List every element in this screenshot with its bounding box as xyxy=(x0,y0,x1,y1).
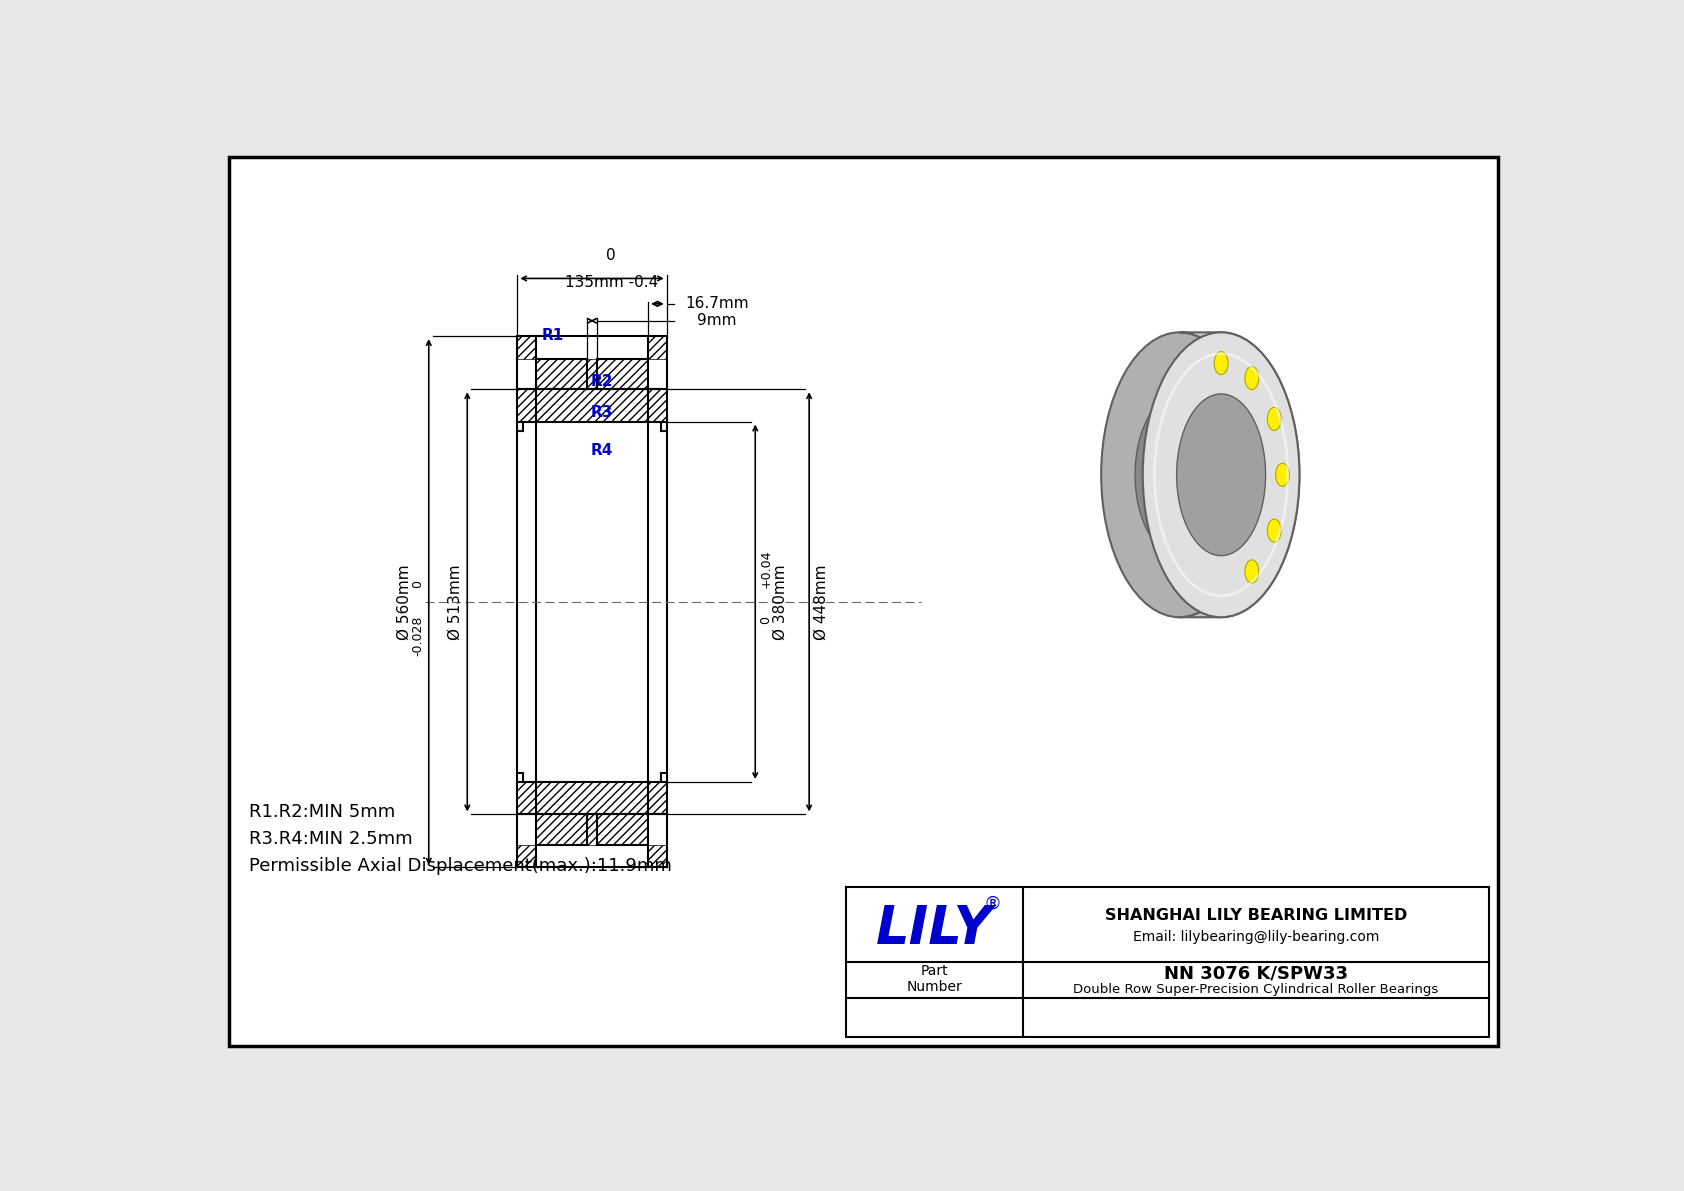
Polygon shape xyxy=(536,358,588,389)
Ellipse shape xyxy=(1244,367,1258,389)
Text: Ø 380mm: Ø 380mm xyxy=(773,565,788,640)
Text: 0: 0 xyxy=(411,580,424,588)
Polygon shape xyxy=(1179,332,1300,617)
Text: 16.7mm: 16.7mm xyxy=(685,297,749,311)
Polygon shape xyxy=(517,846,536,867)
Text: R2: R2 xyxy=(591,374,613,389)
Polygon shape xyxy=(588,358,596,389)
Text: R1.R2:MIN 5mm: R1.R2:MIN 5mm xyxy=(249,803,396,822)
Ellipse shape xyxy=(1101,332,1258,617)
Polygon shape xyxy=(1179,394,1266,556)
Text: R4: R4 xyxy=(591,443,613,459)
Text: +0.04: +0.04 xyxy=(759,549,773,588)
Text: ®: ® xyxy=(983,894,1002,912)
Polygon shape xyxy=(588,815,596,846)
Text: Permissible Axial Displacement(max.):11.9mm: Permissible Axial Displacement(max.):11.… xyxy=(249,858,672,875)
Ellipse shape xyxy=(1268,519,1282,542)
Bar xyxy=(845,887,1489,1037)
Polygon shape xyxy=(596,358,648,389)
Text: Part
Number: Part Number xyxy=(906,964,963,994)
Text: R3.R4:MIN 2.5mm: R3.R4:MIN 2.5mm xyxy=(249,830,413,848)
Text: 135mm -0.4: 135mm -0.4 xyxy=(564,275,658,289)
Polygon shape xyxy=(517,389,667,422)
Text: 9mm: 9mm xyxy=(697,313,736,329)
Polygon shape xyxy=(648,846,667,867)
Text: Double Row Super-Precision Cylindrical Roller Bearings: Double Row Super-Precision Cylindrical R… xyxy=(1073,983,1438,996)
Polygon shape xyxy=(536,815,588,846)
Text: -0.028: -0.028 xyxy=(411,616,424,656)
Text: R3: R3 xyxy=(591,405,613,420)
Polygon shape xyxy=(517,336,536,358)
Text: SHANGHAI LILY BEARING LIMITED: SHANGHAI LILY BEARING LIMITED xyxy=(1105,909,1406,923)
Ellipse shape xyxy=(1275,463,1290,486)
Ellipse shape xyxy=(1177,394,1266,556)
Ellipse shape xyxy=(1143,332,1300,617)
Ellipse shape xyxy=(1268,407,1282,430)
Ellipse shape xyxy=(1214,351,1228,375)
Text: LILY: LILY xyxy=(876,903,994,955)
Text: NN 3076 K/SPW33: NN 3076 K/SPW33 xyxy=(1164,965,1347,983)
Polygon shape xyxy=(648,336,667,358)
Text: R1: R1 xyxy=(542,328,564,343)
Text: Ø 448mm: Ø 448mm xyxy=(813,565,829,640)
Ellipse shape xyxy=(1244,560,1258,584)
Polygon shape xyxy=(517,782,667,815)
Text: Ø 560mm: Ø 560mm xyxy=(397,565,411,640)
Text: Ø 513mm: Ø 513mm xyxy=(448,565,463,640)
Polygon shape xyxy=(596,815,648,846)
Text: Email: lilybearing@lily-bearing.com: Email: lilybearing@lily-bearing.com xyxy=(1133,930,1379,943)
Ellipse shape xyxy=(1135,394,1224,556)
Text: 0: 0 xyxy=(759,616,773,624)
Text: 0: 0 xyxy=(606,248,616,263)
